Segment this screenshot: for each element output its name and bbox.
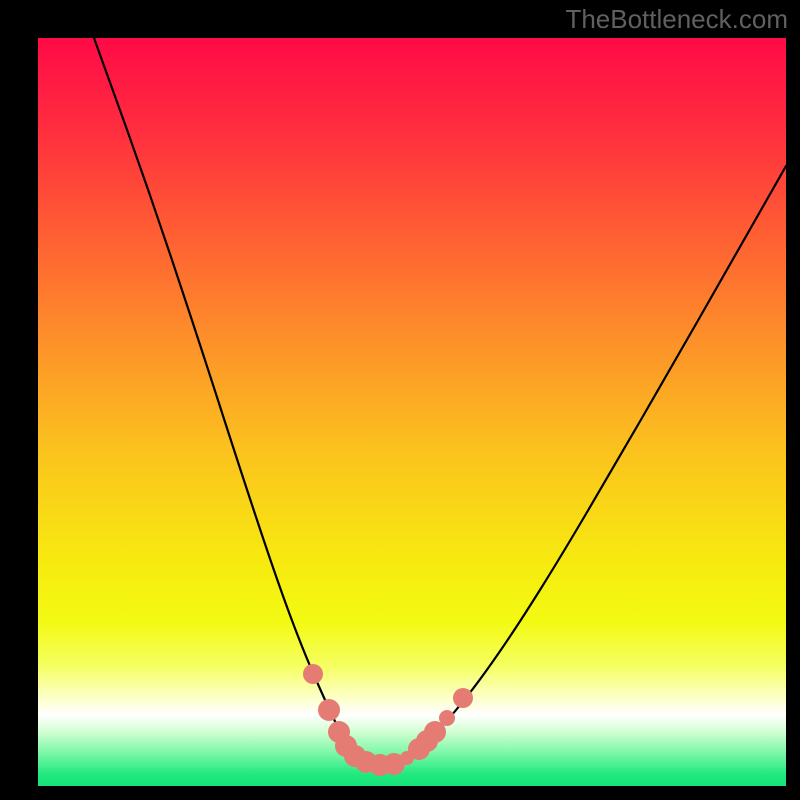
plot-area	[38, 38, 786, 786]
curve-marker	[318, 699, 340, 721]
gradient-background	[38, 38, 786, 786]
frame-right	[786, 0, 800, 800]
curve-marker	[439, 710, 455, 726]
plot-svg	[38, 38, 786, 786]
watermark-text: TheBottleneck.com	[565, 4, 788, 35]
curve-marker	[453, 688, 473, 708]
frame-bottom	[0, 786, 800, 800]
frame-left	[0, 0, 38, 800]
stage: TheBottleneck.com	[0, 0, 800, 800]
curve-marker	[303, 664, 323, 684]
